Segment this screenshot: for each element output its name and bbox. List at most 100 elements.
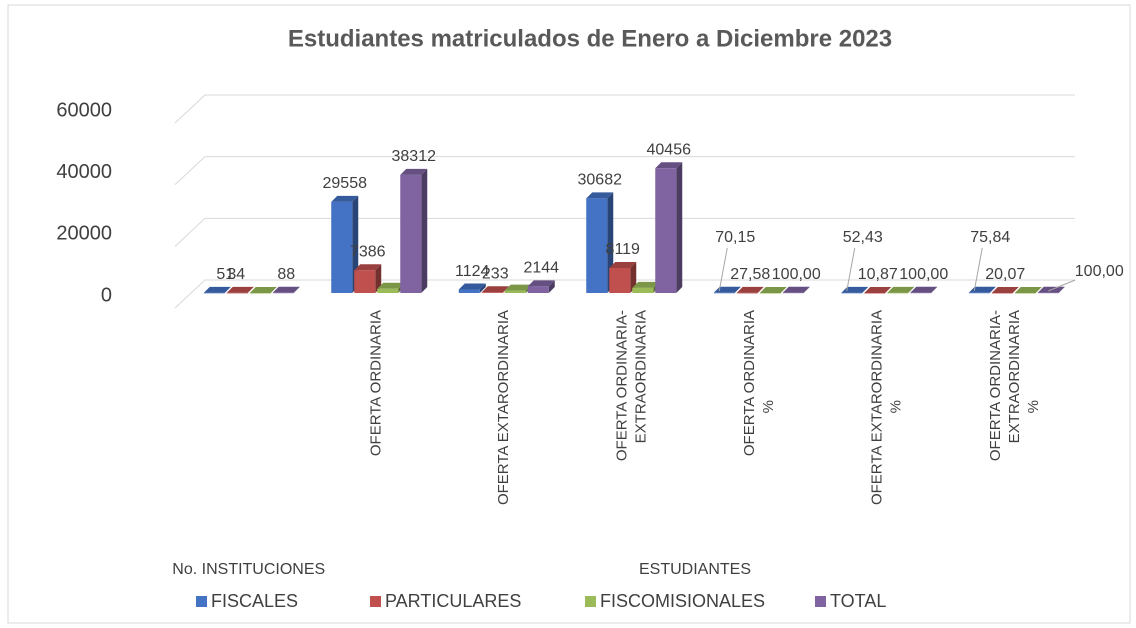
bar	[400, 168, 428, 293]
x-tick-label: OFERTA EXTARORDINARIA	[495, 310, 512, 505]
bar-side	[989, 286, 996, 293]
bar-front	[910, 292, 932, 294]
bar-front	[968, 292, 990, 294]
legend-swatch	[370, 596, 381, 607]
data-label: 10,87	[858, 266, 898, 283]
bar-front	[841, 292, 863, 294]
bar-top	[736, 286, 764, 293]
bar	[527, 280, 555, 293]
bar	[249, 286, 277, 294]
data-label: 1124	[455, 263, 490, 280]
legend-swatch	[585, 596, 596, 607]
bar-top	[527, 280, 555, 287]
grid-line	[174, 279, 1075, 309]
data-label: 40456	[647, 141, 692, 158]
grid-line	[174, 156, 1075, 186]
data-label: 20,07	[985, 266, 1025, 283]
x-tick-label: OFERTA ORDINARIA- EXTRAORDINARIA%	[987, 310, 1042, 461]
bar-front	[632, 287, 654, 293]
bar-top	[609, 261, 637, 268]
bar	[331, 195, 359, 293]
bar-side	[1058, 286, 1065, 293]
bar	[655, 162, 683, 293]
bar-front	[759, 292, 781, 294]
bar	[226, 286, 254, 294]
bar-top	[1014, 286, 1042, 293]
bar-front	[1037, 292, 1059, 294]
bar-front	[713, 292, 735, 294]
bar-front	[377, 288, 399, 293]
bar-front	[203, 292, 225, 294]
bar	[841, 286, 869, 294]
bar-top	[331, 195, 359, 202]
bar-side	[293, 286, 300, 293]
bar-front	[504, 290, 526, 293]
bar	[968, 286, 996, 294]
bar-side	[548, 280, 555, 293]
bar-front	[527, 286, 549, 293]
x-tick-label: OFERTA ORDINARIA- EXTRAORDINARIA	[613, 310, 649, 461]
bar	[272, 286, 300, 294]
bar-side	[375, 264, 382, 293]
grid-line	[174, 217, 1075, 247]
bar-side	[734, 286, 741, 293]
bar-side	[803, 286, 810, 293]
bar-side	[676, 162, 683, 293]
bar-top	[968, 286, 996, 293]
bar-front	[354, 270, 376, 293]
y-tick-label: 60000	[56, 99, 112, 121]
bar-top	[377, 282, 405, 289]
legend-swatch	[815, 596, 826, 607]
bar	[1014, 286, 1042, 294]
data-label: 2144	[523, 260, 559, 277]
bar-front	[655, 168, 677, 293]
category-group-label: ESTUDIANTES	[639, 561, 751, 578]
bar	[910, 286, 938, 294]
bar-front	[609, 267, 631, 293]
data-label: 100,00	[772, 266, 821, 283]
y-tick-label: 20000	[56, 223, 112, 245]
bar-top	[226, 286, 254, 293]
bar-side	[862, 286, 869, 293]
bar-side	[479, 283, 486, 293]
bar-side	[908, 286, 915, 293]
bar-front	[1014, 292, 1036, 294]
data-label: 7386	[350, 243, 386, 260]
legend-label: TOTAL	[830, 591, 886, 611]
legend-swatch	[196, 596, 207, 607]
leader-line	[1048, 279, 1076, 292]
bar	[782, 286, 810, 294]
data-label: 233	[482, 266, 509, 283]
leader-line	[973, 247, 983, 292]
bar-top	[586, 192, 614, 199]
bar-top	[249, 286, 277, 293]
bar-front	[586, 198, 608, 293]
bar-front	[272, 292, 294, 294]
bar-top	[655, 162, 683, 169]
leader-line	[718, 247, 728, 292]
leader-line	[846, 247, 856, 292]
grid-line	[174, 94, 1075, 124]
y-tick-label: 40000	[56, 161, 112, 183]
bar-top	[910, 286, 938, 293]
chart-title: Estudiantes matriculados de Enero a Dici…	[288, 25, 892, 52]
x-tick-label: OFERTA ORDINARIA%	[741, 310, 777, 456]
bar	[713, 286, 741, 294]
bar-front	[249, 292, 271, 294]
y-tick-label: 0	[101, 284, 112, 306]
bar-side	[630, 261, 637, 293]
bar-side	[1035, 286, 1042, 293]
data-label: 8119	[606, 241, 641, 258]
bar-side	[224, 286, 231, 293]
bar-top	[887, 286, 915, 293]
bar-top	[841, 286, 869, 293]
bar	[736, 286, 764, 294]
bar-top	[203, 286, 231, 293]
data-label: 75,84	[970, 229, 1010, 246]
bar-top	[991, 286, 1019, 293]
bar-front	[400, 174, 422, 293]
bar-top	[759, 286, 787, 293]
bar	[458, 283, 486, 293]
x-tick-label: OFERTA ORDINARIA	[367, 310, 384, 456]
bar	[759, 286, 787, 294]
